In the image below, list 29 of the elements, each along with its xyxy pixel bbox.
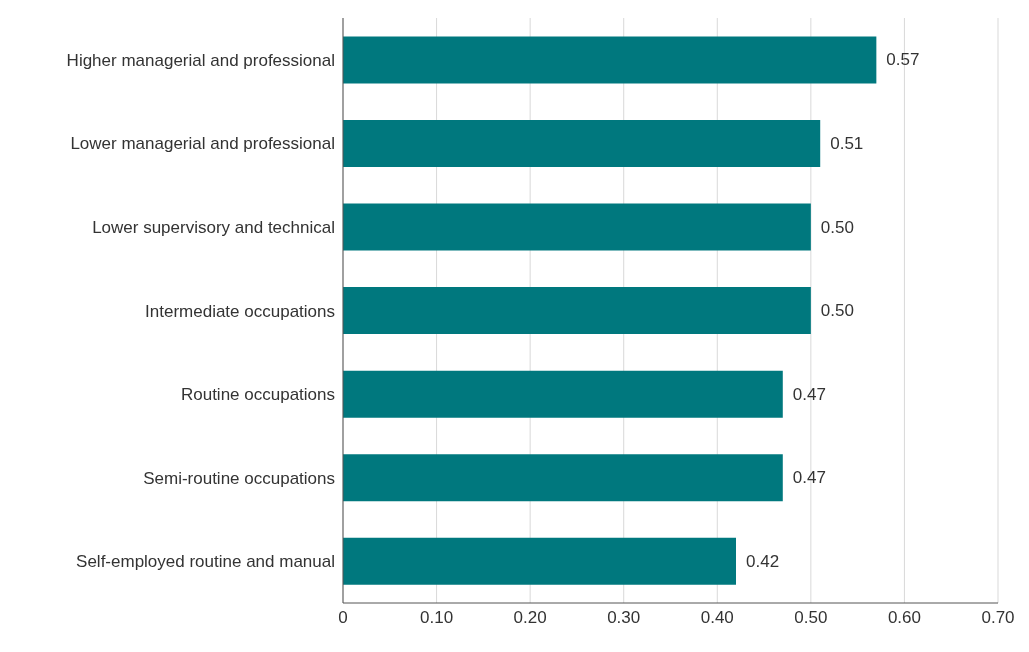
bar [343, 36, 877, 84]
data-label: 0.47 [792, 468, 826, 488]
bar [343, 203, 811, 251]
x-tick-label: 0.50 [794, 608, 828, 628]
y-tick-label: Self-employed routine and manual [76, 552, 335, 572]
data-label: 0.42 [746, 551, 780, 571]
x-tick-label: 0.40 [700, 608, 734, 628]
y-tick-label: Lower supervisory and technical [92, 217, 335, 237]
data-label: 0.50 [820, 301, 854, 321]
y-tick-label: Lower managerial and professional [70, 134, 335, 154]
y-tick-label: Semi-routine occupations [143, 468, 335, 488]
bar [343, 119, 821, 167]
x-tick-label: 0.60 [887, 608, 921, 628]
data-label: 0.57 [886, 50, 920, 70]
x-tick-label: 0 [338, 608, 348, 628]
y-tick-label: Routine occupations [180, 385, 335, 405]
bar [343, 454, 783, 502]
bar [343, 537, 736, 585]
y-tick-label: Higher managerial and professional [66, 50, 335, 70]
bar [343, 370, 783, 418]
bar [343, 287, 811, 335]
y-tick-label: Intermediate occupations [145, 301, 335, 321]
x-tick-label: 0.20 [513, 608, 547, 628]
x-tick-label: 0.10 [420, 608, 454, 628]
data-label: 0.51 [830, 133, 864, 153]
data-label: 0.50 [820, 217, 854, 237]
x-tick-label: 0.70 [981, 608, 1015, 628]
data-label: 0.47 [792, 384, 826, 404]
x-tick-label: 0.30 [607, 608, 641, 628]
